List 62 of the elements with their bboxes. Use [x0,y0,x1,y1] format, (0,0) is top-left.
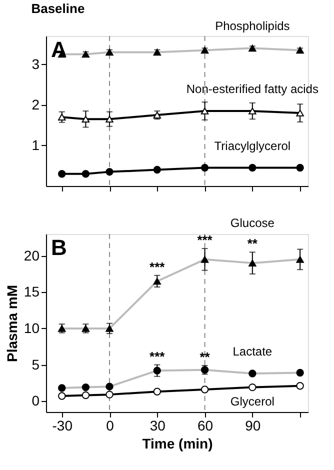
point [82,50,90,58]
point [296,382,304,390]
point [82,116,90,123]
annotation: *** [150,259,166,274]
point [153,366,162,374]
y-tick-label: 3 [32,56,40,72]
series-label: Triacylglycerol [214,138,291,153]
point [82,383,90,392]
point [82,170,90,178]
series-label: Non-esterified fatty acids [186,82,318,96]
point [153,166,162,174]
point [200,256,209,263]
series-label: Lactate [232,344,272,358]
point [106,116,114,123]
annotation: ** [200,350,211,364]
point [200,164,209,172]
series-label: Phospholipids [215,19,290,34]
point [200,108,209,114]
point [296,164,304,172]
series-label: Glycerol [230,394,274,408]
y-axis-title: Plasma mM [4,284,20,362]
x-tick-label: 0 [106,418,114,434]
point [248,370,256,378]
x-tick-label: -30 [52,418,73,434]
point [106,325,114,332]
annotation: ** [247,236,258,252]
point [248,383,256,392]
annotation: *** [150,348,166,364]
y-tick-label: 20 [24,247,40,264]
x-axis-title: Time (min) [142,436,213,452]
point [200,386,209,394]
y-tick-label: 1 [32,136,40,153]
point [248,164,256,172]
point [106,168,114,176]
point [153,48,162,56]
point [58,392,66,400]
point [106,382,114,390]
point [248,108,256,114]
point [58,170,66,178]
x-tick-label: 60 [198,418,214,434]
point [296,256,304,263]
annotation: B [51,235,67,260]
point [58,384,66,392]
chart-title: Baseline [31,1,85,16]
x-tick-label: 30 [150,418,166,434]
point [106,390,114,398]
point [296,368,304,377]
text: Glucose [230,216,275,230]
y-tick-label: 2 [32,96,40,112]
y-tick-label: 0 [32,392,40,409]
x-tick-label: 90 [245,418,261,434]
point [82,391,90,400]
point [106,48,114,56]
point [153,278,162,285]
point [58,114,66,120]
point [296,110,304,116]
y-tick-label: 10 [24,320,40,336]
y-tick-label: 15 [24,284,40,300]
point [248,260,256,266]
point [153,388,162,396]
annotation: *** [197,232,214,248]
y-tick-label: 5 [32,356,40,372]
